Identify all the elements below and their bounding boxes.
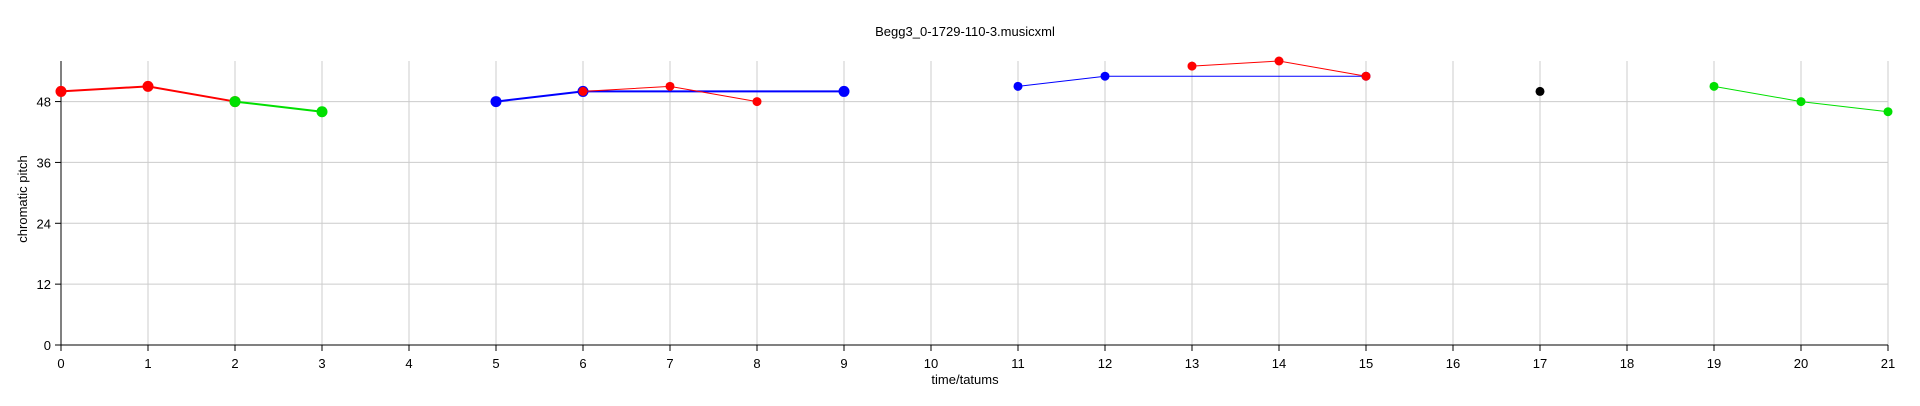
tick-labels: 0 1 2 3 4 5 6 7 8 9 10 11 12 13 14 15 16 17 18 19 20 21012243… <box>37 95 1896 371</box>
data-point-7-0 <box>1709 81 1719 91</box>
x-tick-label-0: 0 <box>57 356 64 371</box>
chart-title: Begg3_0-1729-110-3.musicxml <box>875 24 1055 39</box>
data-point-6-0 <box>1535 86 1545 96</box>
data-point-1-1 <box>316 106 328 118</box>
data-point-5-0 <box>1187 61 1197 71</box>
x-tick-label-13: 13 <box>1185 356 1199 371</box>
axes <box>55 61 1889 351</box>
data-point-1-0 <box>229 96 241 108</box>
data-point-5-1 <box>1274 56 1284 66</box>
y-axis-label: chromatic pitch <box>15 155 30 242</box>
data-point-3-2 <box>752 97 762 107</box>
series-5 <box>1187 56 1371 81</box>
x-tick-label-19: 19 <box>1707 356 1721 371</box>
series-line-1 <box>234 100 323 113</box>
x-tick-label-20: 20 <box>1794 356 1808 371</box>
x-tick-label-8: 8 <box>753 356 760 371</box>
data-point-2-0 <box>490 96 502 108</box>
x-tick-label-16: 16 <box>1446 356 1460 371</box>
x-tick-label-12: 12 <box>1098 356 1112 371</box>
x-tick-label-1: 1 <box>144 356 151 371</box>
data-point-7-1 <box>1796 97 1806 107</box>
x-tick-label-18: 18 <box>1620 356 1634 371</box>
data-point-4-1 <box>1100 71 1110 81</box>
data-point-3-0 <box>578 86 588 96</box>
y-tick-label-12: 12 <box>37 277 51 292</box>
x-tick-label-11: 11 <box>1011 356 1025 371</box>
x-axis-label: time/tatums <box>931 372 999 387</box>
data-point-4-0 <box>1013 81 1023 91</box>
data-point-3-1 <box>665 81 675 91</box>
x-tick-label-7: 7 <box>666 356 673 371</box>
x-tick-label-2: 2 <box>231 356 238 371</box>
x-tick-label-14: 14 <box>1272 356 1286 371</box>
x-tick-label-3: 3 <box>318 356 325 371</box>
series-6 <box>1535 86 1545 96</box>
x-tick-label-5: 5 <box>492 356 499 371</box>
x-tick-label-17: 17 <box>1533 356 1547 371</box>
grid-lines <box>61 61 1889 345</box>
data-point-5-2 <box>1361 71 1371 81</box>
series-3 <box>578 81 762 107</box>
x-tick-label-10: 10 <box>924 356 938 371</box>
series-7 <box>1709 81 1893 117</box>
data-point-2-2 <box>838 85 850 97</box>
data-point-0-0 <box>55 85 67 97</box>
x-tick-label-4: 4 <box>405 356 412 371</box>
x-tick-label-21: 21 <box>1881 356 1895 371</box>
data-point-0-1 <box>142 80 154 92</box>
data-series <box>55 56 1893 118</box>
y-tick-label-24: 24 <box>37 216 51 231</box>
y-tick-label-48: 48 <box>37 95 51 110</box>
data-point-7-2 <box>1883 107 1893 117</box>
x-tick-label-9: 9 <box>840 356 847 371</box>
y-tick-label-36: 36 <box>37 155 51 170</box>
y-tick-label-0: 0 <box>44 338 51 353</box>
x-tick-label-6: 6 <box>579 356 586 371</box>
series-1 <box>229 96 328 118</box>
x-tick-label-15: 15 <box>1359 356 1373 371</box>
